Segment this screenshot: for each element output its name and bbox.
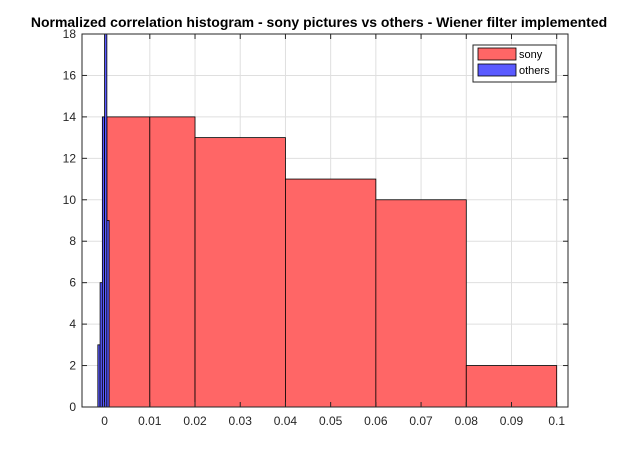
sony-histogram-bar bbox=[465, 365, 558, 408]
others-legend-label: others bbox=[519, 65, 550, 77]
chart-legend: sony others bbox=[472, 44, 557, 83]
sony-histogram-bar bbox=[375, 199, 467, 408]
x-tick-label: 0 bbox=[101, 414, 108, 428]
y-tick-label: 0 bbox=[69, 400, 76, 414]
sony-histogram-bar bbox=[285, 178, 377, 408]
sony-legend-label: sony bbox=[519, 49, 543, 61]
chart-title: Normalized correlation histogram - sony … bbox=[31, 14, 607, 30]
y-tick-label: 2 bbox=[69, 359, 76, 373]
sony-histogram-bar bbox=[149, 116, 196, 408]
sony-histogram-bar bbox=[194, 137, 286, 408]
y-tick-label: 4 bbox=[69, 317, 76, 331]
others-histogram-bar bbox=[106, 220, 110, 408]
y-tick-label: 8 bbox=[69, 234, 76, 248]
x-tick-label: 0.08 bbox=[455, 414, 479, 428]
x-tick-label: 0.07 bbox=[409, 414, 433, 428]
y-tick-label: 12 bbox=[63, 151, 77, 165]
x-tick-label: 0.01 bbox=[138, 414, 162, 428]
sony-legend-swatch bbox=[477, 47, 517, 61]
y-tick-label: 6 bbox=[69, 276, 76, 290]
y-tick-label: 14 bbox=[63, 110, 77, 124]
x-tick-label: 0.09 bbox=[500, 414, 524, 428]
y-tick-label: 10 bbox=[63, 193, 77, 207]
x-tick-label: 0.04 bbox=[274, 414, 298, 428]
x-tick-label: 0.02 bbox=[183, 414, 207, 428]
axes-box bbox=[81, 33, 569, 408]
x-tick-label: 0.06 bbox=[364, 414, 388, 428]
x-tick-label: 0.1 bbox=[548, 414, 565, 428]
sony-histogram-bar bbox=[106, 116, 151, 408]
y-tick-label: 18 bbox=[63, 27, 77, 41]
others-legend-swatch bbox=[477, 63, 517, 77]
x-tick-label: 0.03 bbox=[229, 414, 253, 428]
y-tick-label: 16 bbox=[63, 68, 77, 82]
x-tick-label: 0.05 bbox=[319, 414, 343, 428]
